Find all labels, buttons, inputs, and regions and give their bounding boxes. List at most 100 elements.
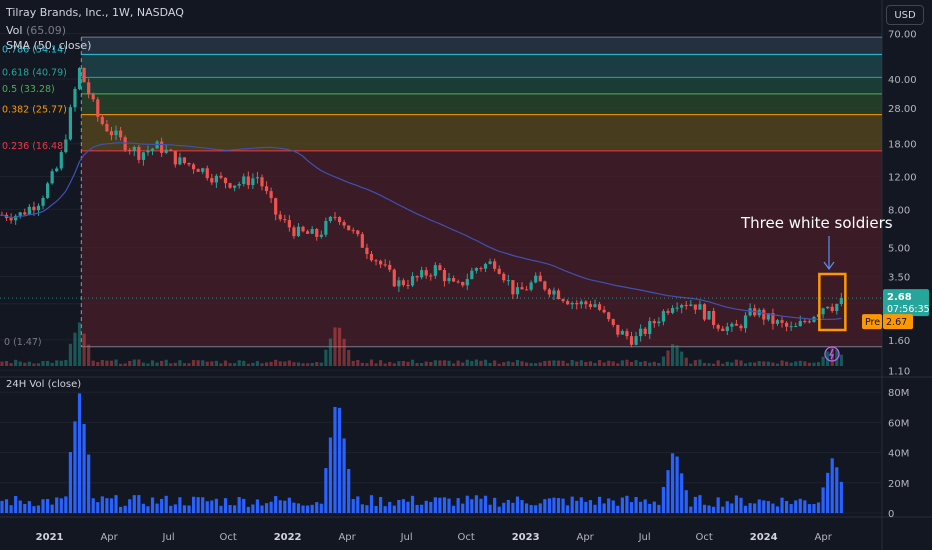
volume-bar [64, 496, 68, 513]
overlay-volume-bar [255, 361, 260, 366]
volume-bar [278, 500, 282, 513]
volume-axis-tick: 0 [888, 509, 894, 520]
volume-bar [374, 505, 378, 513]
overlay-volume-bar [356, 359, 360, 366]
volume-bar [164, 495, 168, 513]
volume-bar [502, 502, 506, 513]
candle-body [661, 311, 666, 322]
overlay-volume-bar [588, 361, 593, 366]
candle-body [379, 260, 383, 265]
overlay-volume-bar [566, 363, 570, 366]
volume-bar [552, 497, 556, 513]
sma-legend: SMA (50, close) [6, 39, 92, 52]
volume-bar [356, 496, 360, 513]
overlay-volume-bar [812, 362, 816, 366]
candle-body [301, 226, 305, 232]
overlay-volume-bar [55, 360, 59, 366]
volume-bar [743, 505, 748, 513]
volume-bar [607, 498, 611, 513]
overlay-volume-bar [652, 361, 656, 366]
volume-bar [141, 503, 145, 513]
overlay-volume-bar [725, 361, 729, 366]
volume-bar [32, 506, 36, 513]
candle-body [566, 301, 570, 305]
candle-body [237, 183, 241, 186]
overlay-volume-bar [27, 361, 31, 366]
volume-bar [461, 503, 465, 513]
volume-bar [620, 497, 624, 513]
candle-body [392, 269, 396, 287]
candle-body [721, 328, 725, 332]
volume-bar [201, 497, 205, 513]
candle-body [826, 306, 830, 309]
candle-body [315, 229, 319, 237]
candle-body [447, 278, 451, 282]
candle-body [794, 326, 798, 328]
volume-bar [59, 498, 63, 513]
overlay-volume-bar [607, 360, 611, 366]
candle-body [707, 311, 711, 320]
price-axis-tick: 1.60 [888, 336, 910, 347]
fib-zone [81, 77, 882, 94]
overlay-volume-bar [766, 361, 770, 366]
volume-bar [260, 505, 264, 513]
overlay-volume-bar [91, 360, 95, 366]
volume-bar [488, 504, 492, 513]
volume-bar [415, 504, 419, 513]
volume-bar [182, 505, 187, 513]
overlay-volume-bar [187, 363, 191, 366]
overlay-volume-bar [698, 359, 702, 366]
volume-bar [255, 499, 260, 513]
overlay-volume-bar [388, 361, 392, 366]
volume-bar [789, 504, 793, 513]
volume-bar [497, 506, 501, 513]
time-axis-tick: Jul [400, 532, 413, 543]
overlay-volume-bar [150, 360, 155, 366]
overlay-volume-bar [306, 363, 310, 366]
candle-body [465, 279, 469, 286]
volume-pane-title: 24H Vol (close) [6, 379, 81, 390]
currency-button[interactable]: USD [886, 5, 924, 25]
candle-body [451, 278, 456, 282]
overlay-volume-bar [474, 359, 478, 366]
candle-body [328, 216, 333, 221]
candle-body [429, 275, 433, 277]
overlay-volume-bar [429, 361, 433, 366]
overlay-volume-bar [693, 360, 697, 366]
candle-body [9, 218, 13, 221]
candle-body [219, 175, 223, 178]
candle-body [114, 130, 118, 136]
candle-body [748, 308, 752, 316]
candle-body [666, 311, 670, 313]
volume-bar [109, 498, 114, 513]
candle-body [520, 287, 524, 290]
volume-bar [739, 497, 743, 513]
volume-bar [283, 500, 287, 513]
volume-bar [187, 505, 191, 513]
time-axis-tick: Jul [638, 532, 651, 543]
overlay-volume-bar [433, 360, 437, 366]
fib-level-label: 0.618 (40.79) [2, 67, 67, 78]
overlay-volume-bar [233, 363, 237, 366]
volume-bar [456, 498, 460, 513]
candle-body [474, 268, 478, 271]
overlay-volume-bar [721, 363, 725, 366]
volume-bar [310, 504, 314, 513]
overlay-volume-bar [269, 361, 273, 366]
volume-bar [807, 504, 812, 513]
overlay-volume-bar [821, 356, 825, 366]
volume-bar [324, 468, 328, 513]
volume-bar [23, 503, 27, 513]
overlay-volume-bar [424, 361, 428, 366]
candle-body [771, 313, 775, 324]
time-axis-tick: Jul [162, 532, 175, 543]
volume-bar [237, 497, 241, 513]
volume-bar [479, 498, 483, 513]
candle-body [173, 151, 177, 165]
overlay-volume-bar [397, 361, 401, 366]
pre-price-bg [883, 314, 913, 330]
candle-body [160, 141, 164, 153]
candle-body [155, 141, 159, 149]
volume-bar [830, 458, 834, 513]
